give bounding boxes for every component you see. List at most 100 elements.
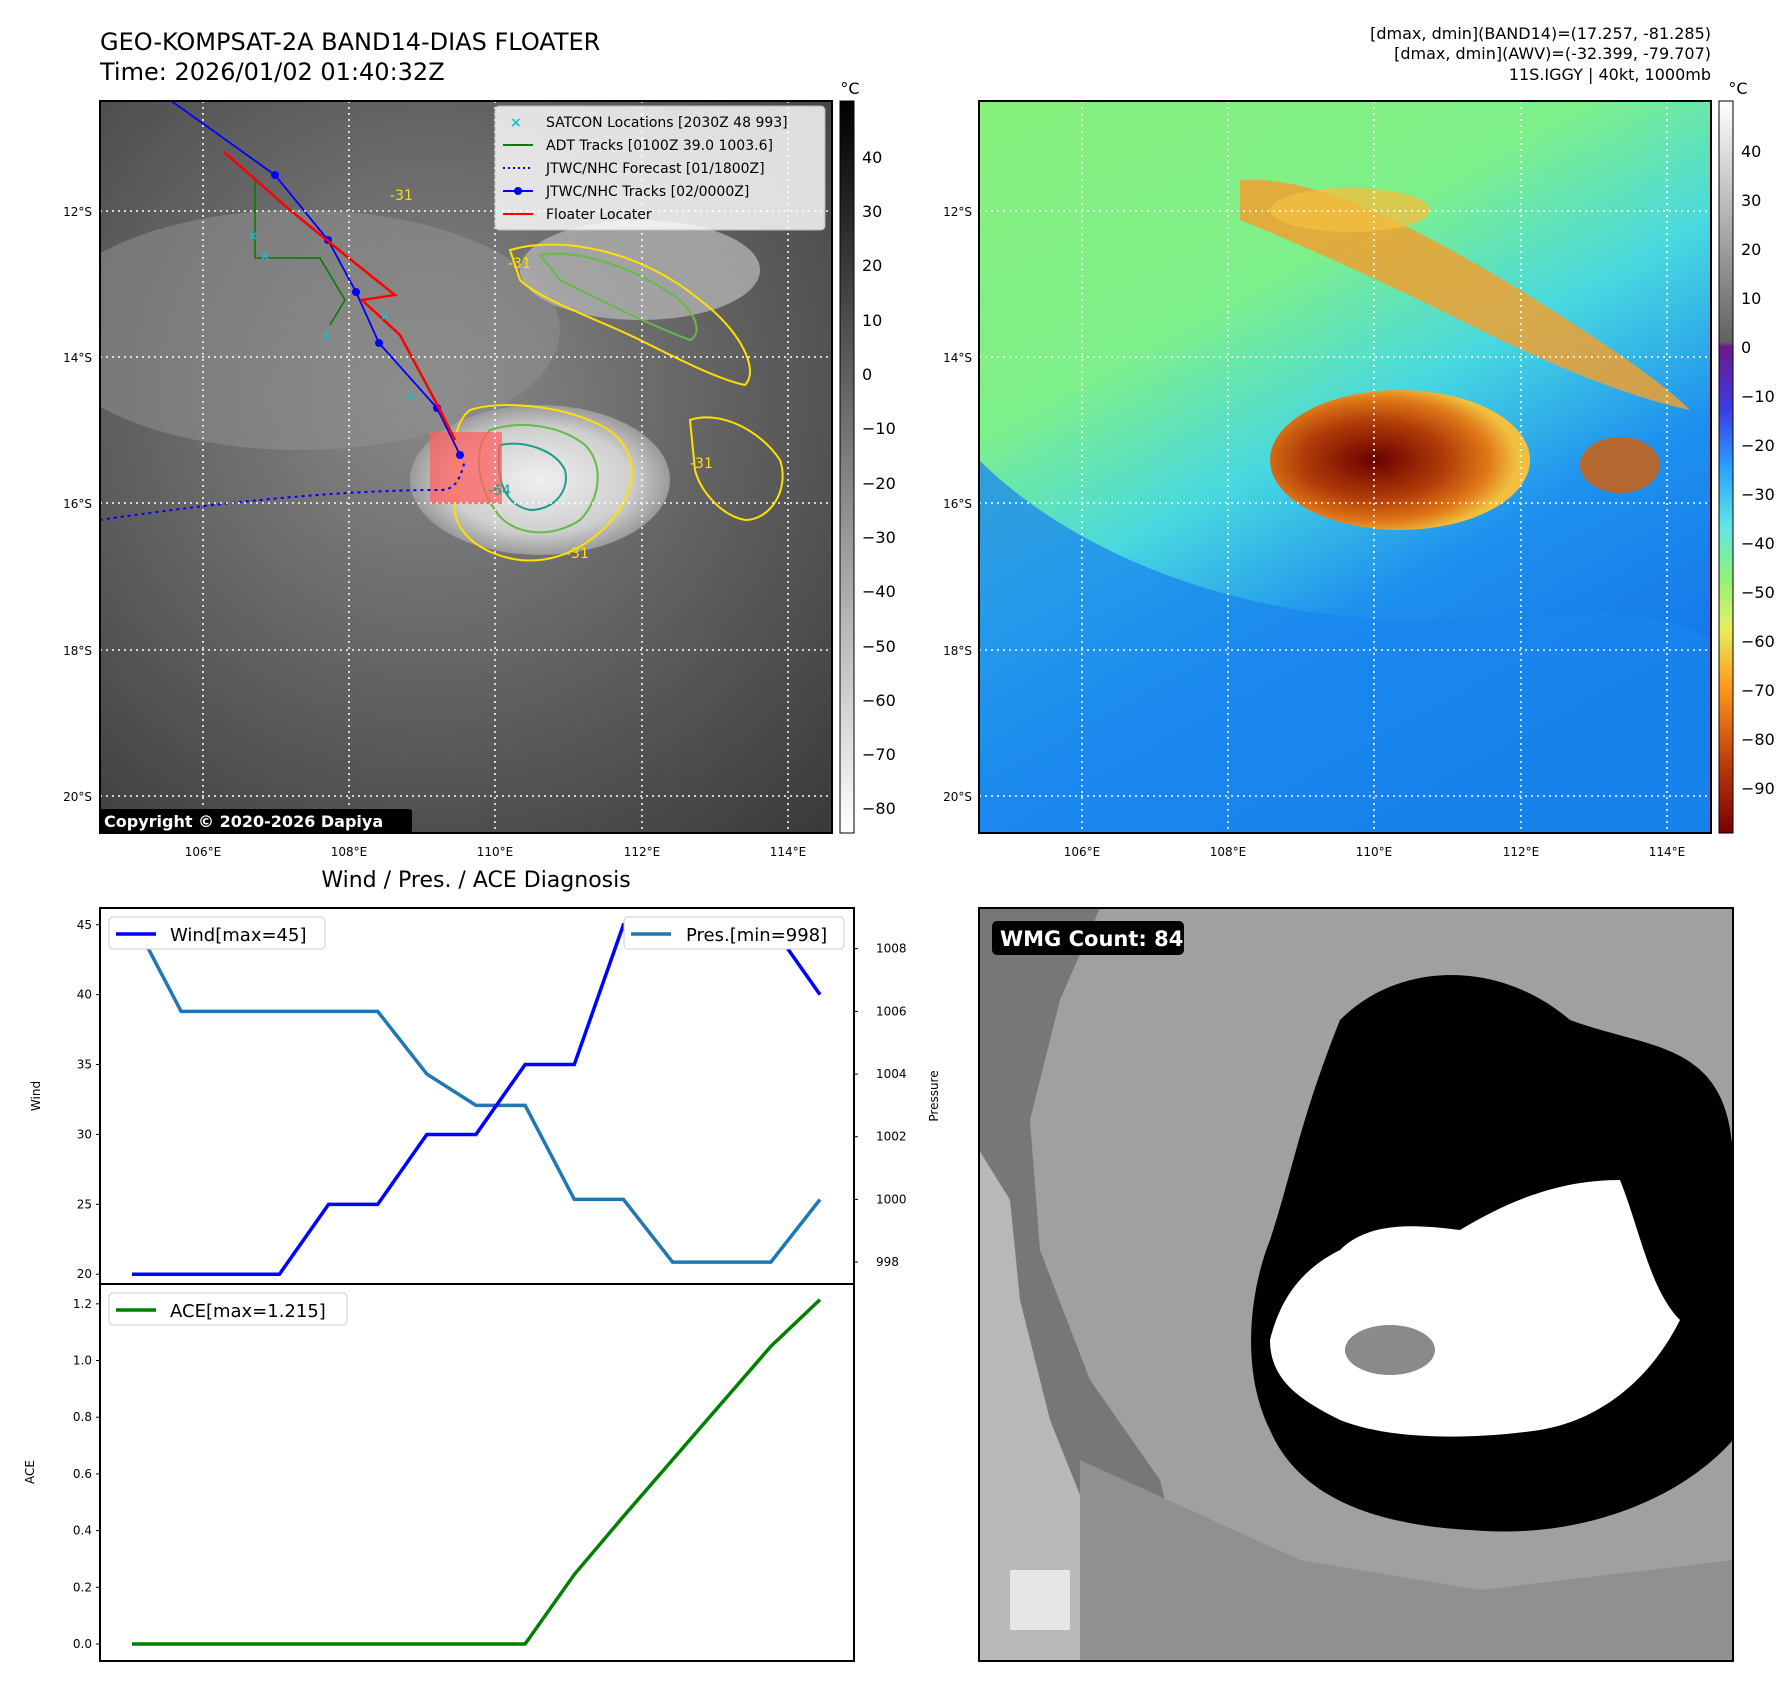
ir-cb-tick: 20 [862, 256, 882, 275]
pres-ytick-label: 1002 [876, 1130, 907, 1144]
wmg-count-box [992, 921, 1184, 955]
svg-text:×: × [380, 309, 390, 323]
wv-lon-label: 108°E [1210, 845, 1247, 859]
ace-legend-label: ACE[max=1.215] [170, 1301, 326, 1322]
wv-panel: 12°S 14°S 16°S 18°S 20°S 106°E 108°E 110… [943, 79, 1775, 859]
pres-series-line [130, 916, 822, 1264]
wmg-light-patch [1010, 1570, 1070, 1630]
ir-legend-forecast: JTWC/NHC Forecast [01/1800Z] [545, 161, 765, 177]
ir-frame [99, 100, 833, 834]
wv-lat-label: 16°S [943, 497, 972, 511]
ace-series-line [132, 1298, 822, 1646]
ir-legend-satcon-marker: × [510, 115, 522, 131]
pres-ytick-label: 1006 [876, 1004, 907, 1018]
wv-cb-tick: −20 [1741, 436, 1775, 455]
ir-panel: ××××× -31 -31 -31 -64 -31 × SATCON Locat… [63, 79, 896, 859]
wv-lat-label: 12°S [943, 205, 972, 219]
ir-copyright: Copyright © 2020-2026 Dapiya [104, 812, 383, 831]
ir-legend-tracks-dot [514, 187, 522, 195]
wv-lon-label: 112°E [1503, 845, 1540, 859]
ir-lon-label: 112°E [624, 845, 661, 859]
wv-storm-2 [1580, 437, 1660, 493]
info-line2: [dmax, dmin](AWV)=(-32.399, -79.707) [1394, 44, 1711, 63]
ir-floater-box [430, 432, 502, 504]
ir-cb-tick: 10 [862, 311, 882, 330]
ir-legend-satcon: SATCON Locations [2030Z 48 993] [546, 115, 788, 131]
wind-ytick-label: 20 [77, 1267, 92, 1281]
pres-ytick-label: 998 [876, 1255, 899, 1269]
wv-cloud-band-2 [1270, 188, 1430, 232]
wmg-frame [978, 907, 1734, 1662]
ir-lat-labels: 12°S 14°S 16°S 18°S 20°S [63, 205, 92, 804]
ace-ytick-label: 1.2 [73, 1297, 92, 1311]
wv-lon-label: 106°E [1064, 845, 1101, 859]
ir-yellow-contour-2 [508, 243, 751, 387]
wv-frame [978, 100, 1712, 834]
wv-dry-arc [979, 460, 1711, 833]
wind-ytick-label: 30 [77, 1127, 92, 1141]
ir-lon-label: 114°E [770, 845, 807, 859]
pres-yticks: 998 1000 1002 1004 1006 1008 [854, 942, 907, 1269]
ace-ytick-label: 1.0 [73, 1354, 92, 1368]
info-line3: 11S.IGGY | 40kt, 1000mb [1509, 65, 1711, 84]
wv-cb-tick: 20 [1741, 240, 1761, 259]
wmg-lower-blocks [1080, 1460, 1733, 1661]
ir-cb-tick: −20 [862, 474, 896, 493]
ir-legend-tracks: JTWC/NHC Tracks [02/0000Z] [545, 184, 749, 200]
ir-contour-label-1: -31 [390, 188, 413, 204]
pres-axis-label: Pressure [927, 1070, 941, 1121]
ir-lon-label: 108°E [331, 845, 368, 859]
ir-legend-floater: Floater Locater [546, 207, 652, 223]
ir-lat-label: 20°S [63, 790, 92, 804]
ir-adt-track [254, 180, 346, 326]
wv-cb-tick: −10 [1741, 387, 1775, 406]
wv-cb-tick: −50 [1741, 583, 1775, 602]
ir-colorbar-ticks: 40 30 20 10 0 −10 −20 −30 −40 −50 −60 −7… [862, 148, 896, 818]
ir-cb-tick: −10 [862, 419, 896, 438]
info-line1: [dmax, dmin](BAND14)=(17.257, -81.285) [1370, 24, 1711, 43]
wv-colorbar-unit: °C [1728, 79, 1747, 98]
wmg-gray-eye [1345, 1325, 1435, 1375]
ir-legend: × SATCON Locations [2030Z 48 993] ADT Tr… [494, 105, 826, 231]
ir-lon-labels: 106°E 108°E 110°E 112°E 114°E [185, 845, 807, 859]
pres-ytick-label: 1000 [876, 1192, 907, 1206]
ir-colorbar [839, 100, 855, 834]
ir-copyright-box [100, 809, 412, 833]
ace-yticks: 0.0 0.2 0.4 0.6 0.8 1.0 1.2 [73, 1297, 100, 1651]
ace-frame [99, 1283, 855, 1662]
wv-cb-tick: −30 [1741, 485, 1775, 504]
ir-cloud-band [100, 210, 560, 450]
wv-lat-label: 14°S [943, 351, 972, 365]
ir-lat-label: 14°S [63, 351, 92, 365]
wind-ytick-label: 25 [77, 1197, 92, 1211]
wv-lat-labels: 12°S 14°S 16°S 18°S 20°S [943, 205, 972, 804]
ir-contour-label-3: -31 [690, 456, 713, 472]
title-line2: Time: 2026/01/02 01:40:32Z [99, 58, 445, 86]
wv-colorbar [1718, 100, 1734, 834]
ir-lat-label: 12°S [63, 205, 92, 219]
ace-legend-box [108, 1292, 348, 1326]
ir-green-contour-2 [538, 252, 698, 342]
pres-ytick-label: 1008 [876, 942, 907, 956]
wv-lat-label: 20°S [943, 790, 972, 804]
diag-title: Wind / Pres. / ACE Diagnosis [321, 868, 630, 893]
wind-ytick-label: 40 [77, 988, 92, 1002]
ir-lat-label: 18°S [63, 644, 92, 658]
wv-cb-tick: 0 [1741, 338, 1751, 357]
ir-cb-tick: −50 [862, 637, 896, 656]
svg-text:×: × [405, 389, 415, 403]
ir-yellow-contour-3 [688, 416, 784, 522]
wv-lon-label: 110°E [1356, 845, 1393, 859]
ir-cb-tick: −60 [862, 691, 896, 710]
svg-text:×: × [260, 249, 270, 263]
wv-cb-tick: −60 [1741, 632, 1775, 651]
svg-text:×: × [322, 329, 332, 343]
wv-cb-tick: 40 [1741, 142, 1761, 161]
wind-axis-label: Wind [29, 1081, 43, 1111]
wv-cloud-band [1240, 179, 1690, 410]
ir-cb-tick: −70 [862, 745, 896, 764]
ir-teal-contour [497, 442, 567, 512]
wv-cb-tick: −40 [1741, 534, 1775, 553]
ir-cb-tick: 40 [862, 148, 882, 167]
